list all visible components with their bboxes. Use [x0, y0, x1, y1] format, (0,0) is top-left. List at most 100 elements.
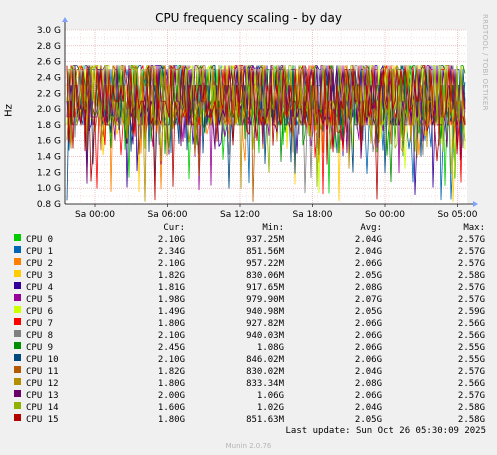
y-tick-label: 0.8 G: [37, 200, 61, 210]
legend-swatch: [14, 378, 21, 385]
legend-min-value: 1.02G: [256, 403, 284, 413]
legend-max-value: 2.59G: [457, 307, 485, 317]
legend-cpu-name: CPU 4: [26, 283, 54, 293]
legend-cur-value: 2.10G: [157, 331, 185, 341]
x-tick-label: Sa 18:00: [292, 210, 332, 220]
legend-min-value: 851.63M: [246, 415, 284, 425]
legend-cpu-name: CPU 5: [26, 295, 54, 305]
legend-row: CPU 4 1.81G 917.65M 2.08G 2.57G: [12, 282, 486, 294]
legend-cur-value: 1.60G: [157, 403, 185, 413]
legend-header-cur: Cur:: [163, 223, 185, 233]
legend-cpu-name: CPU 2: [26, 259, 54, 269]
legend-cpu-name: CPU 9: [26, 343, 54, 353]
legend-avg-value: 2.04G: [354, 235, 382, 245]
legend-cpu-name: CPU 6: [26, 307, 54, 317]
legend-avg-value: 2.08G: [354, 379, 382, 389]
y-tick-label: 1.0 G: [37, 184, 61, 194]
legend-swatch: [14, 318, 21, 325]
legend-cur-value: 1.82G: [157, 367, 185, 377]
y-tick-label: 1.4 G: [37, 153, 61, 163]
legend-cur-value: 1.80G: [157, 415, 185, 425]
legend-avg-value: 2.04G: [354, 247, 382, 257]
y-tick-label: 2.2 G: [37, 89, 61, 99]
legend-swatch: [14, 342, 21, 349]
legend-max-value: 2.57G: [457, 367, 485, 377]
legend-cur-value: 2.10G: [157, 259, 185, 269]
legend-swatch: [14, 354, 21, 361]
legend-max-value: 2.55G: [457, 355, 485, 365]
x-tick-label: So 05:00: [437, 210, 477, 220]
legend-swatch: [14, 306, 21, 313]
x-tick-label: So 00:00: [365, 210, 405, 220]
legend-avg-value: 2.05G: [354, 415, 382, 425]
legend-row: CPU 9 2.45G 1.08G 2.06G 2.55G: [12, 342, 486, 354]
y-axis-arrow: [62, 17, 68, 22]
legend-min-value: 830.06M: [246, 271, 284, 281]
legend-max-value: 2.57G: [457, 247, 485, 257]
y-tick-label: 1.6 G: [37, 137, 61, 147]
legend-avg-value: 2.05G: [354, 271, 382, 281]
legend-cpu-name: CPU 11: [26, 367, 59, 377]
legend-row: CPU 14 1.60G 1.02G 2.04G 2.58G: [12, 402, 486, 414]
legend-min-value: 937.25M: [246, 235, 284, 245]
last-update: Last update: Sun Oct 26 05:30:09 2025: [285, 426, 486, 436]
legend-header-max: Max:: [463, 223, 485, 233]
legend-swatch: [14, 294, 21, 301]
legend-row: CPU 8 2.10G 940.03M 2.06G 2.56G: [12, 330, 486, 342]
legend-row: CPU 0 2.10G 937.25M 2.04G 2.57G: [12, 234, 486, 246]
legend-min-value: 1.06G: [256, 391, 284, 401]
y-tick-label: 1.2 G: [37, 168, 61, 178]
legend-row: CPU 13 2.00G 1.06G 2.06G 2.57G: [12, 390, 486, 402]
legend-cur-value: 2.45G: [157, 343, 185, 353]
legend-swatch: [14, 330, 21, 337]
y-tick-label: 2.0 G: [37, 105, 61, 115]
legend-header: Cur: Min: Avg: Max:: [12, 222, 486, 234]
legend-min-value: 1.08G: [256, 343, 284, 353]
legend-swatch: [14, 366, 21, 373]
legend-max-value: 2.57G: [457, 235, 485, 245]
x-tick-label: Sa 06:00: [147, 210, 187, 220]
legend-max-value: 2.57G: [457, 283, 485, 293]
legend-avg-value: 2.06G: [354, 331, 382, 341]
legend-max-value: 2.57G: [457, 259, 485, 269]
legend-row: CPU 6 1.49G 940.98M 2.05G 2.59G: [12, 306, 486, 318]
legend-min-value: 846.02M: [246, 355, 284, 365]
legend-avg-value: 2.06G: [354, 355, 382, 365]
legend-cur-value: 1.80G: [157, 319, 185, 329]
legend-cur-value: 1.98G: [157, 295, 185, 305]
legend-row: CPU 3 1.82G 830.06M 2.05G 2.58G: [12, 270, 486, 282]
legend-cpu-name: CPU 8: [26, 331, 54, 341]
y-tick-label: 2.4 G: [37, 73, 61, 83]
y-tick-label: 2.8 G: [37, 42, 61, 52]
legend: Cur: Min: Avg: Max: CPU 0 2.10G 937.25M 2.0…: [12, 222, 486, 426]
legend-max-value: 2.57G: [457, 391, 485, 401]
legend-avg-value: 2.06G: [354, 343, 382, 353]
legend-cur-value: 2.10G: [157, 355, 185, 365]
legend-swatch: [14, 246, 21, 253]
legend-rows: CPU 0 2.10G 937.25M 2.04G 2.57G CPU 1 2.34G 851…: [12, 234, 486, 426]
legend-swatch: [14, 234, 21, 241]
legend-cpu-name: CPU 12: [26, 379, 59, 389]
legend-header-min: Min:: [262, 223, 284, 233]
legend-swatch: [14, 390, 21, 397]
legend-max-value: 2.56G: [457, 379, 485, 389]
legend-min-value: 917.65M: [246, 283, 284, 293]
legend-row: CPU 11 1.82G 830.02M 2.04G 2.57G: [12, 366, 486, 378]
legend-max-value: 2.58G: [457, 271, 485, 281]
legend-max-value: 2.58G: [457, 415, 485, 425]
legend-cur-value: 1.82G: [157, 271, 185, 281]
legend-swatch: [14, 402, 21, 409]
legend-row: CPU 12 1.80G 833.34M 2.08G 2.56G: [12, 378, 486, 390]
legend-cur-value: 1.81G: [157, 283, 185, 293]
legend-min-value: 833.34M: [246, 379, 284, 389]
legend-cpu-name: CPU 10: [26, 355, 59, 365]
y-tick-label: 1.8 G: [37, 121, 61, 131]
legend-cpu-name: CPU 15: [26, 415, 59, 425]
x-tick-label: Sa 12:00: [220, 210, 260, 220]
legend-cpu-name: CPU 7: [26, 319, 54, 329]
legend-avg-value: 2.06G: [354, 319, 382, 329]
legend-min-value: 957.22M: [246, 259, 284, 269]
y-tick-label: 2.6 G: [37, 58, 61, 68]
footer: Munin 2.0.76: [225, 442, 272, 450]
legend-min-value: 940.98M: [246, 307, 284, 317]
